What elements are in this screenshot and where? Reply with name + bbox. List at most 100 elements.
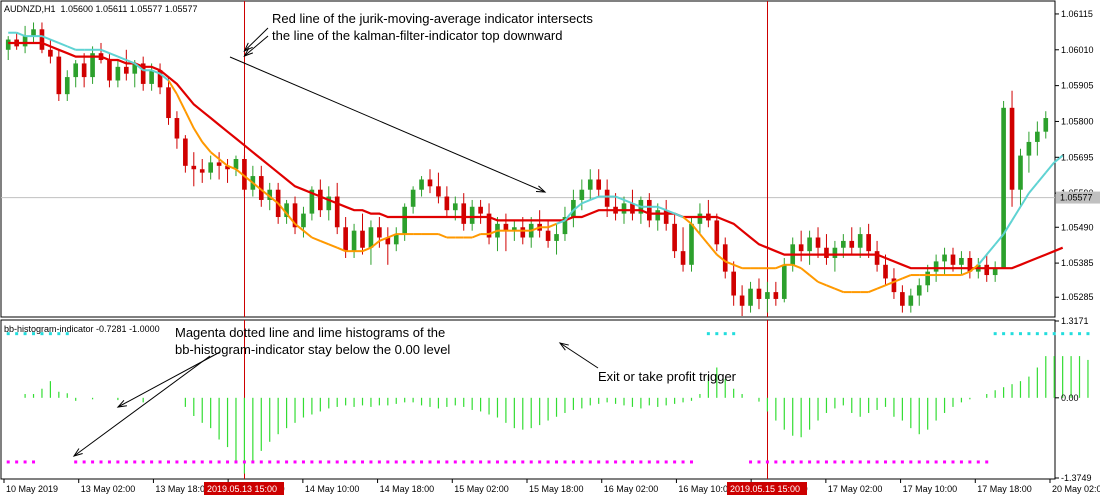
kalman-filter-line <box>1053 154 1064 164</box>
kalman-filter-line <box>50 38 60 44</box>
candle-body <box>140 63 146 84</box>
candle-body <box>478 206 483 214</box>
candle-body <box>419 179 424 190</box>
candle-body <box>663 210 669 224</box>
kalman-filter-line <box>134 62 144 72</box>
magenta-signal-dot <box>917 460 921 464</box>
kalman-filter-line <box>269 195 279 205</box>
price-tick-label: 1.05490 <box>1061 222 1094 232</box>
candle-body <box>722 244 728 272</box>
candle-body <box>292 203 298 228</box>
kalman-filter-line <box>243 175 254 184</box>
magenta-signal-dot <box>116 460 120 464</box>
candle-body <box>984 264 990 276</box>
candle-body <box>469 206 475 224</box>
candle-body <box>444 196 450 211</box>
cyan-signal-dot <box>732 332 736 336</box>
annotation-arrow <box>244 27 269 52</box>
candle-body <box>318 189 323 211</box>
candle-body <box>520 227 526 238</box>
kalman-filter-line <box>969 264 979 273</box>
candle-body <box>242 159 247 190</box>
magenta-signal-dot <box>647 460 651 464</box>
candle-body <box>56 56 62 95</box>
kalman-filter-line <box>674 212 684 218</box>
magenta-signal-dot <box>268 460 272 464</box>
kalman-filter-line <box>615 195 625 201</box>
kalman-filter-line <box>235 168 246 177</box>
kalman-filter-line <box>556 219 566 225</box>
magenta-signal-dot <box>175 460 179 464</box>
candle-body <box>900 292 905 306</box>
magenta-signal-dot <box>521 460 525 464</box>
kalman-filter-line <box>1011 206 1022 221</box>
kalman-filter-line <box>210 151 220 160</box>
candle-body <box>377 227 382 238</box>
kalman-filter-line <box>100 48 110 55</box>
kalman-filter-line <box>336 246 347 253</box>
time-tick-label: 13 May 18:00 <box>155 484 210 494</box>
candle-body <box>166 87 171 119</box>
magenta-signal-dot <box>158 460 162 464</box>
magenta-signal-dot <box>377 460 381 464</box>
kalman-filter-line <box>724 260 735 266</box>
magenta-signal-dot <box>867 460 871 464</box>
highlighted-time-label: 2019.05.15 15:00 <box>730 484 800 494</box>
candle-body <box>183 138 188 166</box>
cyan-signal-dot <box>706 332 710 336</box>
kalman-filter-line <box>632 202 642 208</box>
kalman-filter-line <box>370 240 381 249</box>
kalman-filter-line <box>438 233 448 239</box>
kalman-filter-line <box>41 35 51 41</box>
kalman-filter-line <box>699 233 710 245</box>
cyan-signal-dot <box>723 332 727 336</box>
highlighted-time-box <box>727 482 807 495</box>
candle-body <box>824 247 829 258</box>
candle-body <box>309 189 315 214</box>
time-tick-label: 14 May 10:00 <box>305 484 360 494</box>
candle-body <box>621 203 627 214</box>
magenta-signal-dot <box>436 460 440 464</box>
kalman-filter-line <box>733 263 743 270</box>
magenta-signal-dot <box>403 460 407 464</box>
kalman-filter-line <box>581 199 591 205</box>
candle-body <box>115 66 121 81</box>
kalman-filter-line <box>192 127 204 143</box>
candle-body <box>680 251 686 265</box>
magenta-signal-dot <box>546 460 550 464</box>
candle-body <box>107 60 112 81</box>
candle-body <box>123 66 129 74</box>
jurik-moving-average-line <box>8 41 1064 270</box>
candle-body <box>149 70 154 84</box>
candle-body <box>959 257 964 265</box>
magenta-signal-dot <box>6 460 10 464</box>
kalman-filter-line <box>716 253 726 263</box>
magenta-signal-dot <box>555 460 559 464</box>
magenta-signal-dot <box>462 460 466 464</box>
candle-body <box>326 196 332 211</box>
cyan-signal-dot <box>1061 332 1065 336</box>
current-price-label: 1.05577 <box>1060 193 1093 203</box>
kalman-filter-line <box>1036 172 1047 184</box>
kalman-filter-line <box>665 209 675 215</box>
magenta-signal-dot <box>816 460 820 464</box>
magenta-signal-dot <box>141 460 145 464</box>
candle-body <box>402 206 408 235</box>
candle-body <box>587 179 593 190</box>
kalman-filter-line <box>1002 219 1013 235</box>
kalman-filter-line <box>547 222 557 229</box>
candle-body <box>39 29 45 50</box>
candle-body <box>1018 155 1023 190</box>
kalman-filter-line <box>488 229 498 236</box>
magenta-signal-dot <box>453 460 457 464</box>
magenta-signal-dot <box>791 460 795 464</box>
magenta-signal-dot <box>32 460 36 464</box>
magenta-signal-dot <box>327 460 331 464</box>
magenta-signal-dot <box>310 460 314 464</box>
magenta-signal-dot <box>858 460 862 464</box>
candle-body <box>360 230 365 248</box>
kalman-filter-line <box>792 263 802 270</box>
magenta-signal-dot <box>209 460 213 464</box>
magenta-signal-dot <box>124 460 128 464</box>
magenta-signal-dot <box>335 460 339 464</box>
